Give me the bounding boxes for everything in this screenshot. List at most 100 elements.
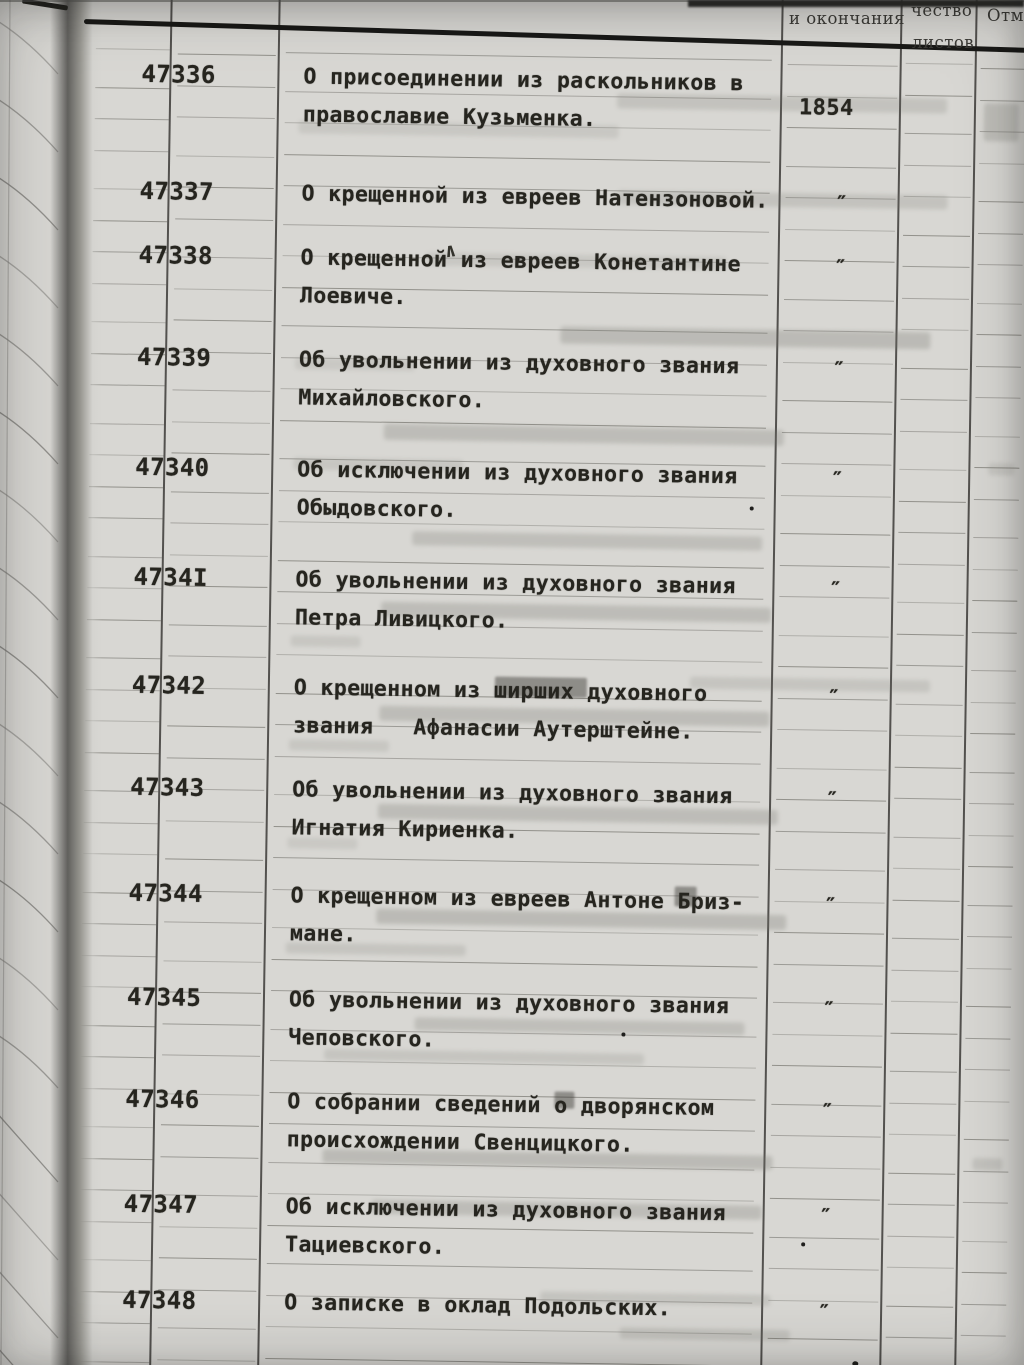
ruled-line — [902, 297, 970, 300]
entry-number: 47343 — [130, 772, 205, 802]
ruled-line — [893, 867, 961, 871]
ruled-line — [976, 302, 1022, 305]
ruled-line — [965, 1005, 1011, 1008]
entry-year-ditto: ″ — [822, 996, 836, 1021]
ruled-line — [888, 1133, 956, 1137]
entry-year-ditto: ″ — [825, 786, 839, 811]
ruled-line — [265, 1357, 752, 1365]
ruled-line — [162, 1022, 261, 1026]
ruled-line — [169, 553, 268, 557]
entry-year-ditto: ″ — [817, 1299, 831, 1324]
entry-description-line1: Об увольнении из духовного звания — [295, 567, 737, 600]
column-header-marks: Отм — [987, 6, 1024, 25]
entry-year-ditto: ″ — [821, 1098, 834, 1123]
ruled-line — [891, 937, 959, 941]
ruled-line — [94, 118, 169, 121]
ruled-line — [173, 319, 272, 323]
entry-year: 1854 — [798, 95, 854, 122]
ruled-line — [901, 328, 969, 332]
entry-description-line1: О крещенной из евреев Конетантине — [300, 245, 742, 278]
ruled-line — [976, 334, 1022, 337]
ruled-line — [781, 462, 892, 466]
ruled-line — [900, 367, 968, 370]
entry-number: 47346 — [125, 1084, 200, 1114]
ruled-line — [779, 564, 890, 568]
ruled-line — [285, 52, 772, 62]
entry-year-ditto: ″ — [824, 892, 838, 917]
ruled-line — [177, 53, 276, 57]
ruled-line — [893, 836, 961, 839]
bleedthrough-text-smudge — [290, 635, 361, 648]
ruled-line — [891, 969, 959, 972]
ruled-line — [887, 1203, 955, 1207]
ruled-line — [892, 899, 960, 902]
ruled-line — [772, 1033, 883, 1037]
ruled-line — [786, 165, 897, 169]
ruled-line — [975, 365, 1021, 368]
ruled-line — [157, 1358, 256, 1362]
ruled-line — [898, 531, 966, 535]
ruled-line — [896, 633, 964, 636]
ruled-line — [267, 1224, 754, 1234]
ruled-line — [170, 490, 269, 494]
ruled-line — [961, 1303, 1007, 1306]
ruled-line — [980, 68, 1024, 71]
column-header-sheets-line2: листов — [912, 33, 975, 52]
ruled-line — [95, 48, 170, 51]
entry-number: 47336 — [141, 59, 216, 90]
ruled-line — [176, 116, 275, 120]
ruled-line — [770, 1134, 881, 1138]
entry-year-ditto: ″ — [827, 684, 841, 709]
ruled-line — [157, 1327, 256, 1331]
entry-number: 47338 — [138, 240, 214, 271]
ink-speck — [801, 1242, 806, 1247]
column-header-endings: и окончания — [789, 9, 906, 28]
ruled-line — [900, 398, 968, 402]
entry-number: 47339 — [136, 342, 212, 372]
ruled-line — [160, 1124, 259, 1128]
ruled-line — [963, 1170, 1009, 1173]
ruled-line — [158, 1257, 257, 1261]
ruled-line — [160, 1155, 259, 1159]
bleedthrough-text-smudge — [288, 739, 390, 752]
ruled-line — [886, 1266, 954, 1270]
ruled-line — [973, 498, 1019, 501]
ruled-line — [963, 1138, 1009, 1141]
ruled-line — [969, 771, 1015, 774]
ruled-line — [785, 228, 896, 232]
ruled-line — [966, 967, 1012, 970]
ruled-line — [888, 1172, 956, 1175]
ruled-line — [964, 1068, 1010, 1071]
bleedthrough-text-smudge — [560, 326, 931, 350]
entry-number: 47342 — [131, 670, 207, 700]
entry-number: 47348 — [121, 1285, 197, 1315]
bleedthrough-text-smudge — [972, 1158, 1003, 1171]
entry-description-line2: Петра Ливицкого. — [294, 605, 509, 634]
ruled-line — [978, 232, 1024, 235]
ruled-line — [962, 1201, 1008, 1204]
entry-description-line2: Михайловского. — [298, 385, 486, 414]
ruled-line — [159, 1225, 258, 1229]
ruled-line — [899, 468, 967, 472]
ruled-line — [902, 265, 970, 269]
column-line — [256, 0, 281, 1365]
ruled-line — [896, 664, 964, 668]
ruled-line — [885, 1336, 953, 1340]
ruled-line — [971, 669, 1017, 672]
ruled-line — [768, 1267, 879, 1271]
ruled-line — [894, 797, 962, 801]
ruled-line — [980, 99, 1024, 102]
handwritten-insertion-mark: ∧ — [443, 239, 458, 263]
ruled-line — [960, 1334, 1006, 1337]
ruled-line — [977, 264, 1023, 267]
ruled-line — [970, 732, 1016, 735]
entry-description-line2: мане. — [289, 921, 357, 948]
bleedthrough-text-smudge — [619, 1327, 790, 1342]
ruled-line — [778, 665, 889, 669]
entry-number: 47337 — [139, 176, 215, 207]
entry-year-ditto: ″ — [832, 356, 846, 381]
entry-description-line2: православие Кузьменка. — [302, 102, 597, 133]
ruled-line — [274, 755, 761, 765]
ruled-line — [787, 64, 898, 68]
ruled-line — [962, 1240, 1008, 1243]
